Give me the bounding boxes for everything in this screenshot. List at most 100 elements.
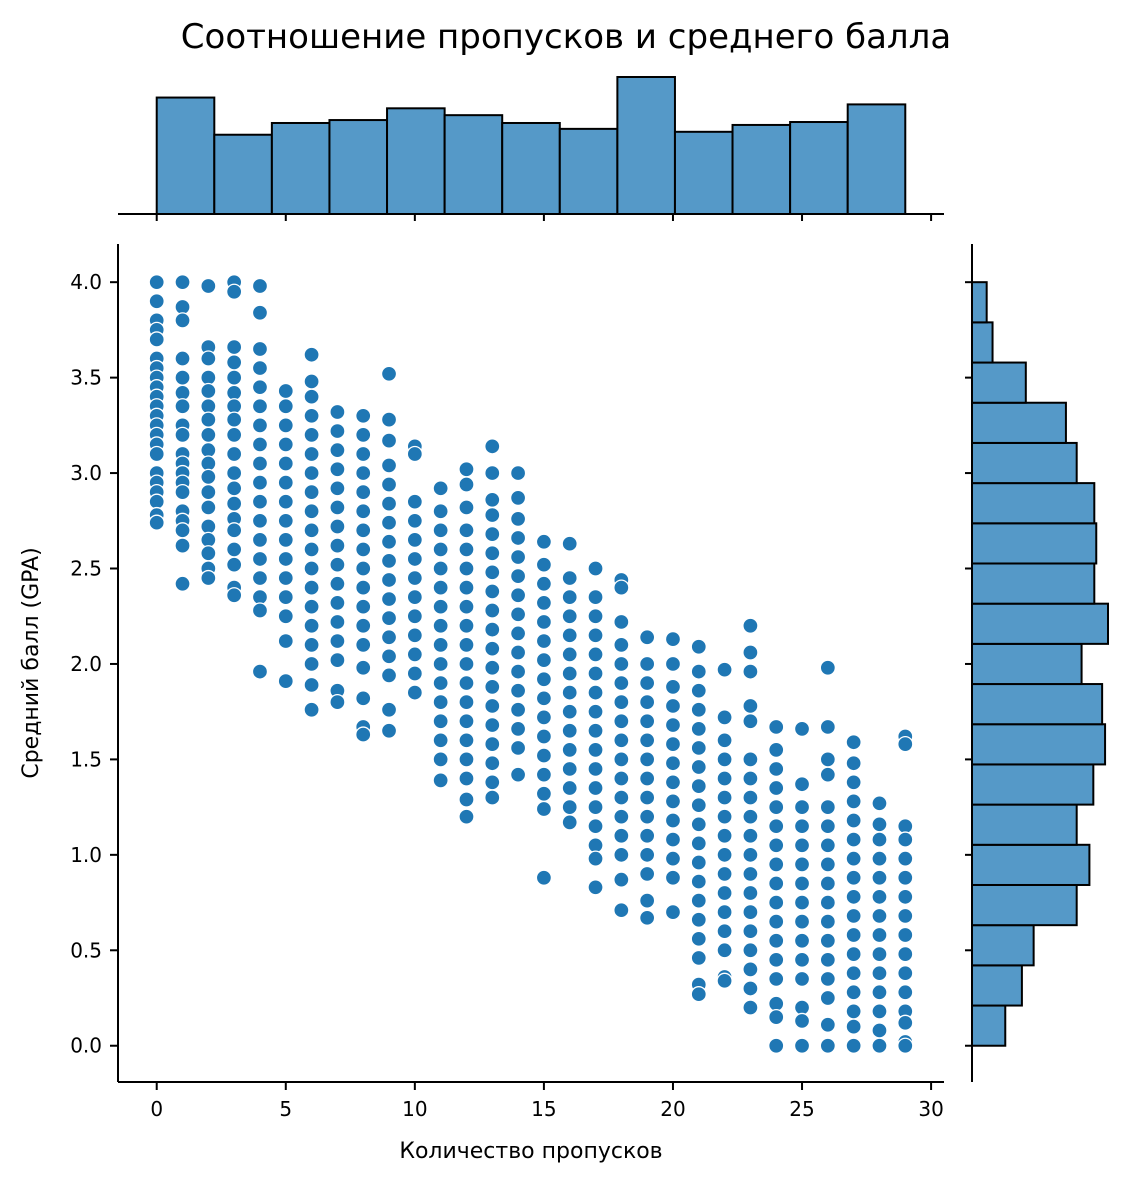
scatter-point [716,661,733,678]
scatter-point [793,932,811,949]
scatter-point [897,831,914,848]
x-tick-label: 15 [531,1097,556,1121]
scatter-point [690,911,707,928]
scatter-point [742,846,759,863]
scatter-point [509,606,527,623]
scatter-point [380,514,398,531]
scatter-point [329,499,346,516]
scatter-point [613,613,630,631]
scatter-point [329,518,346,535]
scatter-point [690,777,707,795]
scatter-point [277,417,294,434]
scatter-point [690,663,707,680]
scatter-point [639,674,656,692]
scatter-point [535,594,553,612]
scatter-point [251,455,269,472]
scatter-point [380,552,398,570]
y-tick-label: 0.5 [70,938,102,962]
scatter-point [355,726,372,743]
scatter-point [819,751,836,768]
scatter-point [768,875,785,892]
scatter-point [380,629,398,646]
scatter-point [690,816,707,833]
scatter-point [484,526,501,543]
scatter-point [355,690,372,707]
scatter-point [458,655,475,673]
scatter-point [226,283,243,300]
scatter-point [716,884,733,902]
scatter-point [768,718,785,736]
scatter-point [380,495,398,512]
scatter-point [251,340,269,358]
scatter-point [277,512,294,529]
scatter-point [793,818,811,835]
scatter-point [587,684,604,701]
scatter-point [458,791,475,808]
scatter-point [148,274,165,291]
scatter-point [355,659,372,676]
scatter-point [200,350,217,367]
y-tick-label: 2.5 [70,557,102,581]
scatter-point [716,808,733,825]
scatter-point [303,579,320,596]
scatter-point [897,926,914,944]
scatter-point [587,646,604,663]
x-hist-bar [155,96,216,215]
scatter-point [871,850,888,867]
scatter-point [639,732,656,749]
scatter-point [845,734,862,751]
scatter-point [819,798,836,816]
scatter-point [897,888,914,905]
scatter-point [432,674,449,692]
scatter-point [819,1016,836,1033]
scatter-point [484,491,501,508]
scatter-point [690,892,707,909]
scatter-point [613,732,630,749]
y-hist-bar [971,321,994,364]
scatter-point [484,755,501,772]
scatter-point [664,655,682,673]
scatter-point [664,774,682,791]
scatter-point [587,627,604,644]
y-tick-label: 1.0 [70,843,102,867]
scatter-point [845,755,862,772]
scatter-point [535,728,553,745]
scatter-point [355,636,372,654]
scatter-point [277,588,294,606]
scatter-point [458,560,475,577]
scatter-point [871,945,888,963]
scatter-point [664,697,682,715]
scatter-point [819,894,836,911]
x-tick-label: 0 [150,1097,163,1121]
scatter-point [148,514,165,531]
scatter-point [587,818,604,835]
scatter-point [509,510,527,528]
y-hist-bar [971,401,1067,444]
scatter-point [561,703,578,720]
scatter-point [639,713,656,730]
scatter-point [819,837,836,854]
scatter-point [329,480,346,497]
scatter-point [406,608,423,625]
scatter-point [845,1003,862,1020]
scatter-point [303,598,320,615]
scatter-point [484,678,501,696]
scatter-point [484,506,501,524]
scatter-point [277,455,294,472]
scatter-point [329,651,346,669]
scatter-point [897,1037,914,1054]
scatter-point [303,636,320,654]
scatter-point [768,1008,785,1026]
scatter-point [793,1037,811,1054]
scatter-point [406,627,423,644]
scatter-point [484,659,501,676]
scatter-point [716,789,733,806]
scatter-point [768,837,785,854]
scatter-point [613,751,630,768]
y-hist-bar [971,843,1091,886]
scatter-point [587,608,604,625]
scatter-point [200,382,217,400]
chart-title: Соотношение пропусков и среднего балла [181,17,951,57]
scatter-point [380,571,398,589]
scatter-point [664,630,682,648]
